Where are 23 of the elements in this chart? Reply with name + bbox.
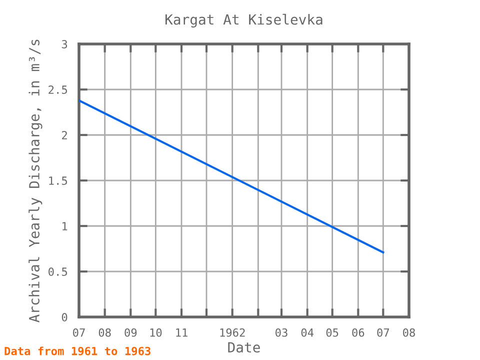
x-tick-label: 08 [98, 328, 111, 337]
y-tick-label: 0.5 [48, 268, 67, 276]
chart-title: Kargat At Kiselevka [165, 14, 322, 28]
x-tick-label: 08 [403, 328, 415, 337]
x-tick-label: 05 [326, 328, 338, 337]
x-tick-label: 03 [276, 328, 288, 337]
x-tick-label: 04 [301, 328, 314, 337]
y-tick-label: 2 [62, 131, 67, 140]
x-tick-label: 07 [73, 328, 85, 337]
y-tick-label: 2.5 [48, 86, 67, 94]
x-tick-label: 11 [176, 328, 188, 337]
y-tick-label: 0 [62, 313, 68, 322]
x-axis-title: Date [228, 342, 260, 353]
x-tick-label: 07 [377, 328, 390, 337]
y-tick-label: 1.5 [49, 176, 67, 185]
x-tick-label: 09 [124, 328, 137, 337]
y-axis-title: Archival Yearly Discharge, in m³/s [28, 40, 42, 322]
y-tick-label: 3 [62, 40, 68, 48]
y-tick-label: 1 [62, 222, 68, 230]
text: Data from 1961 to 1963 [4, 346, 150, 356]
x-tick-label: 1962 [220, 328, 245, 337]
x-tick-label: 06 [352, 328, 364, 337]
x-tick-label: 10 [150, 328, 162, 337]
